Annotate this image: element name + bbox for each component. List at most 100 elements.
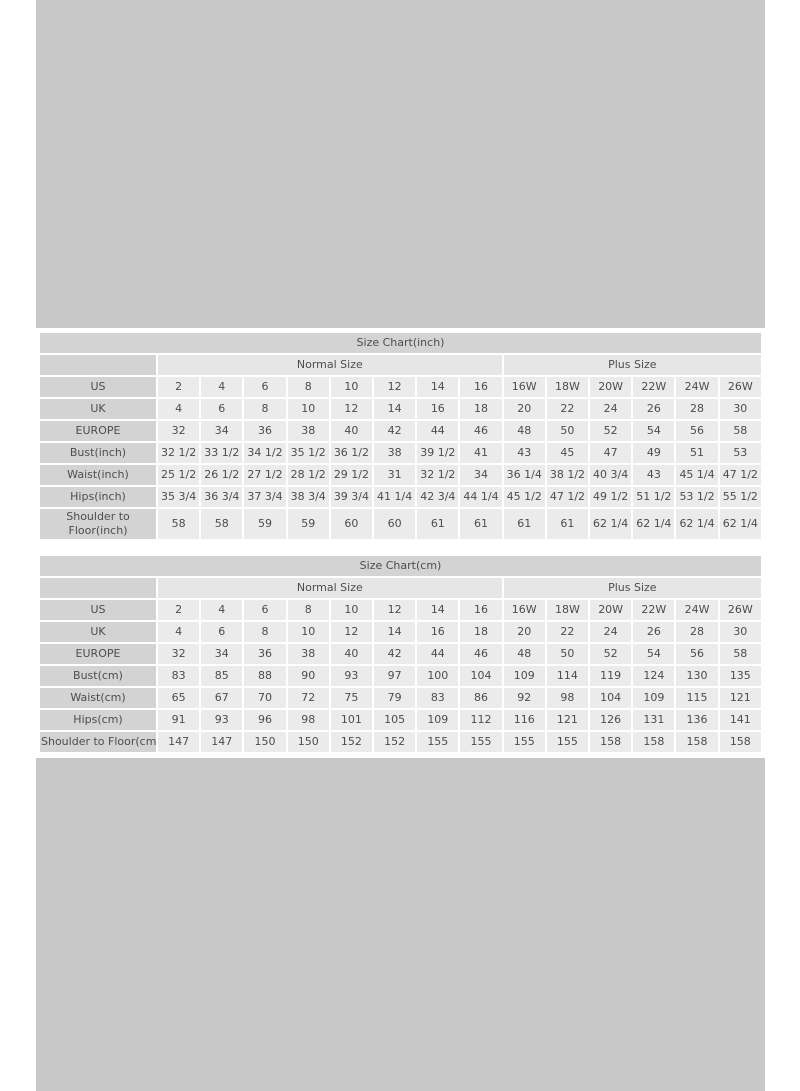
size-value-cell: 33 1/2 bbox=[201, 443, 243, 463]
row-label: Waist(inch) bbox=[40, 465, 156, 485]
table-row: EUROPE 32 34 36 38 40 42 44 46 48 50 52 54 56 58 bbox=[40, 421, 761, 441]
size-value-cell: 61 bbox=[503, 509, 545, 539]
size-value-cell: 28 bbox=[676, 621, 718, 642]
size-value-cell: 116 bbox=[503, 709, 545, 730]
size-value-cell: 12 bbox=[330, 621, 373, 642]
size-value-cell: 55 1/2 bbox=[719, 487, 761, 507]
size-value-cell: 30 bbox=[719, 621, 761, 642]
size-value-cell: 32 1/2 bbox=[417, 465, 459, 485]
size-value-cell: 38 3/4 bbox=[287, 487, 329, 507]
size-value-cell: 70 bbox=[244, 687, 286, 708]
row-label: US bbox=[40, 377, 156, 397]
size-value-cell: 121 bbox=[719, 687, 761, 708]
size-value-cell: 50 bbox=[546, 421, 589, 441]
size-value-cell: 26W bbox=[719, 599, 761, 620]
size-value-cell: 47 1/2 bbox=[546, 487, 589, 507]
size-value-cell: 43 bbox=[503, 443, 545, 463]
table-row: Waist(cm) 65 67 70 72 75 79 83 86 92 98 104 109 115 12… bbox=[40, 687, 761, 708]
size-value-cell: 36 3/4 bbox=[201, 487, 243, 507]
size-value-cell: 20W bbox=[590, 377, 632, 397]
row-label: UK bbox=[40, 621, 156, 642]
size-value-cell: 34 bbox=[201, 643, 243, 664]
size-value-cell: 60 bbox=[374, 509, 416, 539]
size-value-cell: 58 bbox=[201, 509, 243, 539]
size-value-cell: 105 bbox=[374, 709, 416, 730]
size-value-cell: 158 bbox=[719, 731, 761, 752]
size-value-cell: 36 1/2 bbox=[330, 443, 373, 463]
size-value-cell: 54 bbox=[633, 421, 675, 441]
size-value-cell: 150 bbox=[287, 731, 329, 752]
size-value-cell: 26 bbox=[633, 621, 675, 642]
table-row: US 2 4 6 8 10 12 14 16 16W 18W 20W 22W 24W 26W bbox=[40, 377, 761, 397]
size-value-cell: 27 1/2 bbox=[244, 465, 286, 485]
row-label: EUROPE bbox=[40, 421, 156, 441]
size-value-cell: 98 bbox=[546, 687, 589, 708]
size-value-cell: 62 1/4 bbox=[719, 509, 761, 539]
size-value-cell: 51 bbox=[676, 443, 718, 463]
table-title: Size Chart(inch) bbox=[40, 333, 761, 353]
size-value-cell: 150 bbox=[244, 731, 286, 752]
size-value-cell: 24 bbox=[590, 621, 632, 642]
size-value-cell: 45 1/4 bbox=[676, 465, 718, 485]
size-value-cell: 34 bbox=[201, 421, 243, 441]
size-value-cell: 56 bbox=[676, 643, 718, 664]
row-label: Shoulder to Floor(cm) bbox=[40, 731, 156, 752]
size-value-cell: 46 bbox=[460, 643, 502, 664]
size-value-cell: 158 bbox=[676, 731, 718, 752]
size-value-cell: 136 bbox=[676, 709, 718, 730]
size-value-cell: 61 bbox=[546, 509, 589, 539]
size-value-cell: 90 bbox=[287, 665, 329, 686]
size-value-cell: 53 bbox=[719, 443, 761, 463]
size-value-cell: 35 3/4 bbox=[158, 487, 200, 507]
size-value-cell: 12 bbox=[330, 399, 373, 419]
size-value-cell: 6 bbox=[244, 599, 286, 620]
size-value-cell: 83 bbox=[158, 665, 200, 686]
size-value-cell: 67 bbox=[201, 687, 243, 708]
size-value-cell: 83 bbox=[417, 687, 459, 708]
size-value-cell: 141 bbox=[719, 709, 761, 730]
size-value-cell: 44 bbox=[417, 421, 459, 441]
table-row: Shoulder to Floor(cm) 147 147 150 150 152 152 1… bbox=[40, 731, 761, 752]
table-row: Shoulder to Floor(inch) 58 58 59 59 60 60 61 61 6… bbox=[40, 509, 761, 539]
size-value-cell: 47 1/2 bbox=[719, 465, 761, 485]
size-value-cell: 16W bbox=[503, 377, 545, 397]
size-value-cell: 46 bbox=[460, 421, 502, 441]
size-value-cell: 39 3/4 bbox=[330, 487, 373, 507]
size-value-cell: 62 1/4 bbox=[676, 509, 718, 539]
size-value-cell: 16 bbox=[417, 621, 459, 642]
size-value-cell: 32 bbox=[158, 643, 200, 664]
size-value-cell: 42 bbox=[374, 643, 416, 664]
size-value-cell: 135 bbox=[719, 665, 761, 686]
size-value-cell: 147 bbox=[201, 731, 243, 752]
size-value-cell: 115 bbox=[676, 687, 718, 708]
size-chart-cm-table: Size Chart(cm) Normal Size Plus Size US 2 4 6 8… bbox=[38, 553, 763, 754]
size-value-cell: 158 bbox=[633, 731, 675, 752]
size-value-cell: 97 bbox=[374, 665, 416, 686]
size-value-cell: 14 bbox=[374, 621, 416, 642]
size-value-cell: 20W bbox=[590, 599, 632, 620]
size-value-cell: 147 bbox=[158, 731, 200, 752]
row-label: Bust(inch) bbox=[40, 443, 156, 463]
size-value-cell: 61 bbox=[460, 509, 502, 539]
size-value-cell: 38 bbox=[374, 443, 416, 463]
column-group-header: Plus Size bbox=[503, 577, 761, 598]
size-value-cell: 29 1/2 bbox=[330, 465, 373, 485]
size-value-cell: 98 bbox=[287, 709, 329, 730]
table-row: Bust(cm) 83 85 88 90 93 97 100 104 109 114 119 124 13… bbox=[40, 665, 761, 686]
size-value-cell: 75 bbox=[330, 687, 373, 708]
size-value-cell: 24W bbox=[676, 599, 718, 620]
size-value-cell: 16 bbox=[460, 377, 502, 397]
column-group-header: Plus Size bbox=[503, 355, 761, 375]
size-value-cell: 14 bbox=[417, 377, 459, 397]
size-value-cell: 92 bbox=[503, 687, 545, 708]
size-value-cell: 59 bbox=[244, 509, 286, 539]
row-label: Hips(cm) bbox=[40, 709, 156, 730]
size-value-cell: 104 bbox=[460, 665, 502, 686]
size-value-cell: 6 bbox=[201, 621, 243, 642]
size-value-cell: 16 bbox=[417, 399, 459, 419]
size-value-cell: 51 1/2 bbox=[633, 487, 675, 507]
size-value-cell: 112 bbox=[460, 709, 502, 730]
size-value-cell: 28 bbox=[676, 399, 718, 419]
corner-cell bbox=[40, 577, 156, 598]
size-value-cell: 93 bbox=[330, 665, 373, 686]
